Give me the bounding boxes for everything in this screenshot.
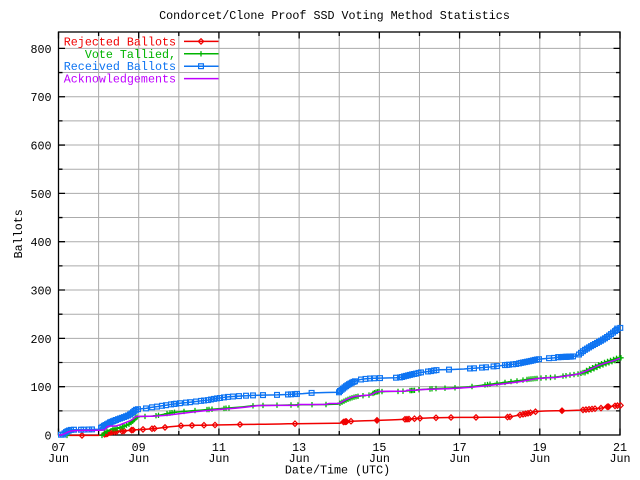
- svg-text:Jun: Jun: [369, 452, 390, 466]
- svg-text:Jun: Jun: [48, 452, 69, 466]
- svg-text:21: 21: [613, 441, 627, 455]
- svg-text:300: 300: [30, 285, 51, 299]
- svg-text:Jun: Jun: [289, 452, 310, 466]
- svg-text:500: 500: [30, 188, 51, 202]
- svg-text:200: 200: [30, 333, 51, 347]
- svg-text:Ballots: Ballots: [12, 209, 26, 258]
- svg-text:400: 400: [30, 236, 51, 250]
- svg-text:11: 11: [212, 441, 226, 455]
- svg-text:Date/Time (UTC): Date/Time (UTC): [285, 464, 390, 478]
- svg-text:15: 15: [372, 441, 386, 455]
- svg-text:19: 19: [533, 441, 547, 455]
- svg-text:Jun: Jun: [128, 452, 149, 466]
- svg-text:07: 07: [51, 441, 65, 455]
- svg-text:Condorcet/Clone Proof SSD Voti: Condorcet/Clone Proof SSD Voting Method …: [159, 9, 510, 23]
- svg-text:600: 600: [30, 140, 51, 154]
- svg-text:800: 800: [30, 43, 51, 57]
- svg-text:Received Ballots: Received Ballots: [64, 60, 176, 74]
- svg-text:Jun: Jun: [529, 452, 550, 466]
- svg-text:Jun: Jun: [449, 452, 470, 466]
- svg-text:Jun: Jun: [609, 452, 630, 466]
- svg-text:Acknowledgements: Acknowledgements: [64, 73, 176, 87]
- svg-text:Rejected Ballots: Rejected Ballots: [64, 35, 176, 49]
- svg-text:700: 700: [30, 91, 51, 105]
- svg-text:100: 100: [30, 381, 51, 395]
- svg-text:0: 0: [44, 430, 51, 444]
- svg-text:17: 17: [453, 441, 467, 455]
- svg-text:Jun: Jun: [208, 452, 229, 466]
- svg-text:13: 13: [292, 441, 306, 455]
- svg-text:Vote Tallied,: Vote Tallied,: [85, 48, 176, 62]
- svg-text:09: 09: [132, 441, 146, 455]
